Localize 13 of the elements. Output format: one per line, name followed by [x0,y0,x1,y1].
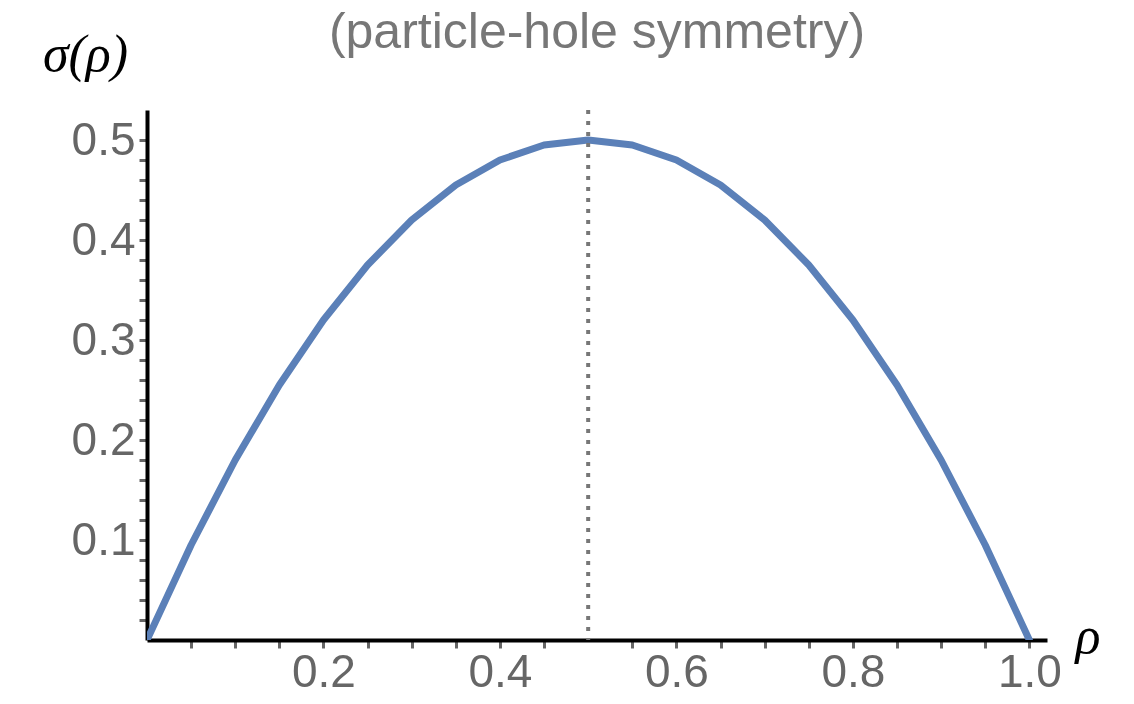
y-axis-title: σ(ρ) [42,24,129,83]
y-tick-label: 0.4 [71,212,136,265]
x-tick-label: 0.4 [468,644,533,697]
x-tick-label: 0.8 [821,644,886,697]
y-tick-label: 0.3 [71,312,136,365]
y-tick-label: 0.5 [71,112,136,165]
chart-title: (particle-hole symmetry) [328,3,866,59]
y-tick-label: 0.2 [71,412,136,465]
x-axis-title: ρ [1073,606,1101,664]
x-tick-label: 0.6 [644,644,709,697]
y-tick-label: 0.1 [71,512,136,565]
x-tick-label: 0.2 [291,644,356,697]
x-tick-label: 1.0 [997,644,1062,697]
